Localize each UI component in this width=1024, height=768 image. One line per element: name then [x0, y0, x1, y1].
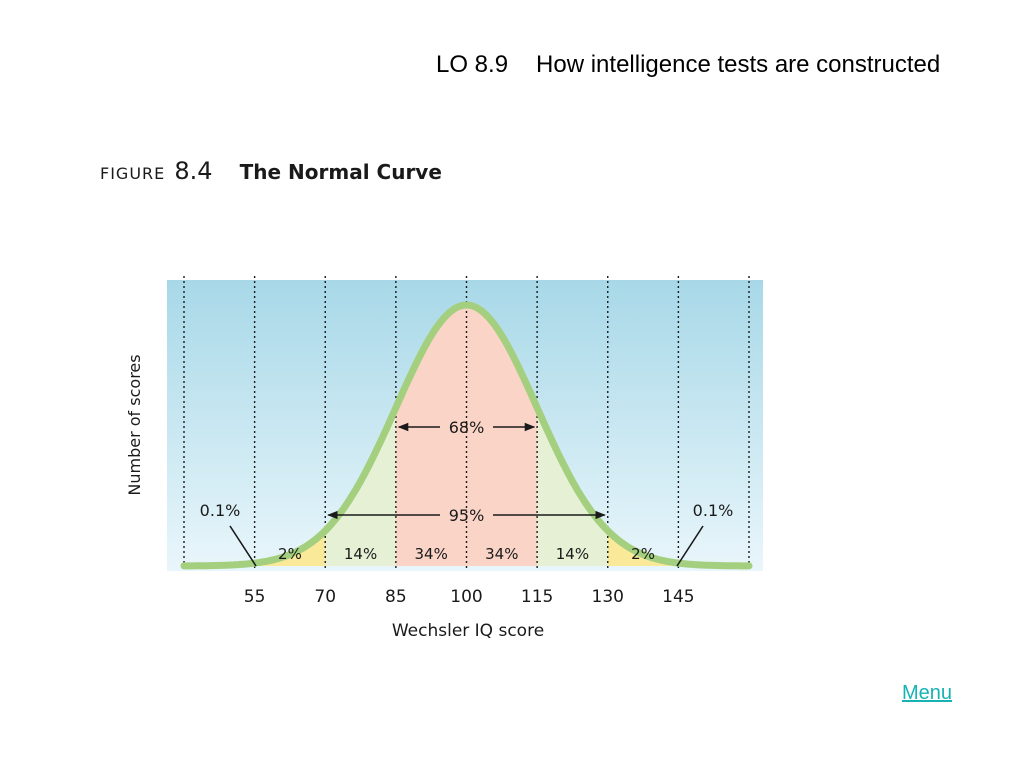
x-tick-label: 85 [385, 587, 407, 607]
figure-number: 8.4 [174, 157, 213, 185]
x-tick-label: 115 [521, 587, 553, 607]
x-tick-label: 145 [662, 587, 694, 607]
objective-code: LO 8.9 [436, 51, 509, 78]
tail-pointer-line [229, 525, 257, 567]
x-tick-label: 55 [244, 587, 266, 607]
slide-header: LO 8.9 How intelligence tests are constru… [436, 51, 940, 79]
normal-curve-chart: 2% 14% 34% 34% 14% 2% 68% 95% 0.1% 0.1% 55 70 85 100… [125, 276, 763, 641]
x-tick-label: 130 [592, 587, 624, 607]
tail-pointer-line [676, 525, 704, 567]
band-percent-label: 34% [485, 545, 518, 563]
band-percent-label: 2% [278, 545, 302, 563]
menu-link[interactable]: Menu [902, 682, 953, 704]
x-tick-label: 70 [314, 587, 336, 607]
span-percent-label: 68% [449, 418, 485, 437]
figure-title: The Normal Curve [239, 160, 442, 184]
tail-percent-label: 0.1% [200, 501, 241, 520]
figure-caption: FIGURE 8.4 The Normal Curve [100, 157, 442, 185]
band-percent-label: 14% [344, 545, 377, 563]
figure-label: FIGURE [100, 164, 166, 183]
x-axis-label: Wechsler IQ score [392, 621, 544, 641]
band-percent-label: 14% [556, 545, 589, 563]
slide-title: How intelligence tests are constructed [536, 51, 941, 78]
y-axis-label: Number of scores [125, 354, 144, 495]
normal-curve-line [180, 301, 753, 570]
tail-percent-label: 0.1% [693, 501, 734, 520]
band-percent-label: 2% [631, 545, 655, 563]
band-area [254, 530, 326, 566]
span-percent-label: 95% [449, 506, 485, 525]
band-area [607, 530, 679, 566]
x-tick-label: 100 [450, 587, 482, 607]
band-percent-label: 34% [415, 545, 448, 563]
